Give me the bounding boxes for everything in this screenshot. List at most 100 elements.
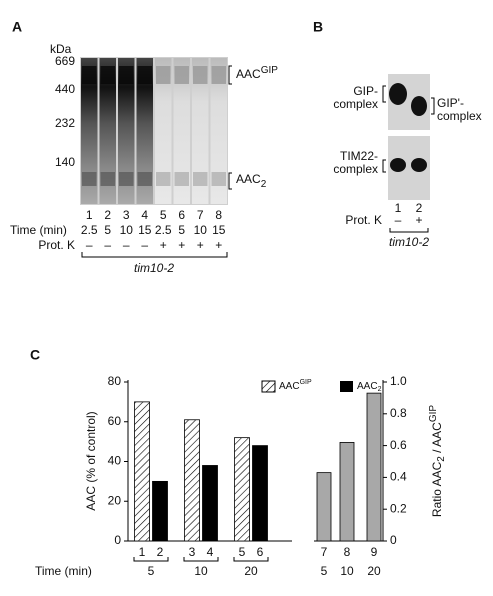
gel-band [137, 66, 152, 84]
protk-value: + [160, 238, 167, 252]
complex-label: GIP'-complex [437, 96, 482, 123]
bar [339, 442, 355, 542]
gel-lane [173, 58, 190, 204]
gel-lane [118, 58, 135, 204]
gel-lane [136, 58, 153, 204]
time-value: 10 [194, 223, 208, 237]
marker-label: 140 [55, 155, 75, 169]
lane-number: 1 [139, 545, 146, 559]
gel-band [119, 66, 134, 84]
y-tick-label: 20 [108, 493, 122, 507]
gel-band [193, 172, 208, 186]
unit: kDa [50, 42, 72, 56]
bar [202, 465, 218, 542]
y-tick-label: 80 [108, 374, 122, 388]
lane-number: 8 [215, 208, 222, 222]
gel-band [174, 66, 189, 84]
lane-number: 4 [141, 208, 148, 222]
bar [252, 445, 268, 542]
protk-value: + [415, 213, 422, 227]
y-tick-label: 1.0 [390, 374, 407, 388]
lane-number: 2 [416, 201, 423, 215]
lane-number: 8 [344, 545, 351, 559]
band-label: AAC2 [236, 172, 267, 189]
row-label: Prot. K [345, 213, 382, 227]
bracket [81, 252, 228, 258]
x-tick-label: 10 [340, 564, 354, 578]
panel-label: B [313, 19, 323, 35]
protk-value: – [141, 238, 148, 252]
y-tick-label: 0.4 [390, 470, 407, 484]
lane-number: 5 [160, 208, 167, 222]
y-tick-label: 40 [108, 454, 122, 468]
y-tick-label: 60 [108, 414, 122, 428]
time-value: 2.5 [81, 223, 98, 237]
lane-number: 7 [197, 208, 204, 222]
gel-lane [210, 58, 227, 204]
bar [366, 392, 382, 542]
bracket [133, 557, 169, 562]
lane-number: 9 [371, 545, 378, 559]
lane-number: 3 [123, 208, 130, 222]
complex-label: TIM22-complex [333, 149, 378, 176]
bar [316, 472, 332, 542]
lane-number: 3 [189, 545, 196, 559]
gel-band [211, 172, 226, 186]
y-axis-title: Ratio AAC2 / AACGIP [428, 405, 447, 517]
y-tick-label: 0.8 [390, 406, 407, 420]
gel-lane [192, 58, 209, 204]
lane-number: 1 [86, 208, 93, 222]
bar [152, 480, 168, 542]
gel [80, 57, 228, 205]
lane-number: 2 [157, 545, 164, 559]
x-tick-label: 20 [367, 564, 381, 578]
y-tick-label: 0.2 [390, 501, 407, 515]
lane-number: 6 [257, 545, 264, 559]
gel-band [82, 172, 97, 186]
x-tick-label: 5 [321, 564, 328, 578]
lane-number: 2 [104, 208, 111, 222]
bracket [183, 557, 219, 562]
panel-label: C [30, 347, 40, 363]
y-tick-label: 0 [390, 533, 397, 547]
x-axis-title: Time (min) [35, 564, 92, 578]
marker-label: 232 [55, 116, 75, 130]
bar [184, 419, 200, 542]
gel-lane [99, 58, 116, 204]
y-axis-title: AAC (% of control) [84, 411, 98, 510]
row-label: Prot. K [38, 238, 75, 252]
bracket [382, 85, 386, 103]
time-value: 2.5 [155, 223, 172, 237]
protk-value: – [104, 238, 111, 252]
panel-label: A [12, 19, 22, 35]
complex-label: GIP-complex [333, 84, 378, 111]
protk-value: + [215, 238, 222, 252]
band-label: AACGIP [236, 65, 278, 82]
lane-number: 7 [321, 545, 328, 559]
x-tick-label: 5 [148, 564, 155, 578]
bar [134, 401, 150, 542]
lane-number: 6 [178, 208, 185, 222]
band [411, 96, 427, 116]
y-tick-label: 0.6 [390, 438, 407, 452]
legend-label: AAC2 [357, 381, 382, 393]
bracket [382, 159, 386, 173]
legend-swatch [340, 381, 353, 392]
gel-band [193, 66, 208, 84]
bracket [233, 557, 269, 562]
bracket [431, 97, 435, 115]
x-tick-label: 10 [194, 564, 208, 578]
gel-band [156, 66, 171, 84]
protk-value: + [178, 238, 185, 252]
gel-band [211, 66, 226, 84]
gel-band [137, 172, 152, 186]
time-value: 5 [178, 223, 185, 237]
marker-label: 440 [55, 82, 75, 96]
row-label: Time (min) [10, 223, 67, 237]
lane-number: 4 [207, 545, 214, 559]
gel-lane [81, 58, 98, 204]
bracket [389, 228, 429, 233]
band [389, 83, 407, 105]
bar [234, 437, 250, 542]
